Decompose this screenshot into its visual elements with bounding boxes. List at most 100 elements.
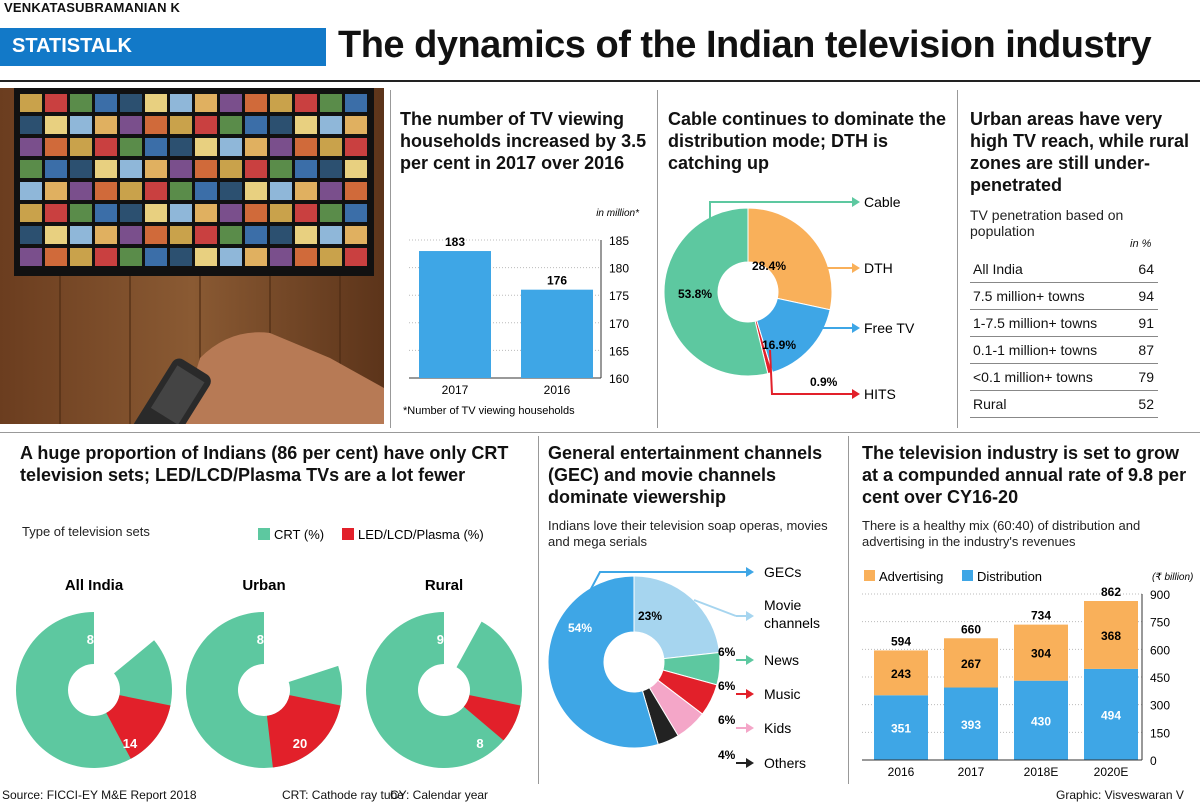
category-label: 2018E <box>1024 765 1059 779</box>
growth-chart: Advertising Distribution (₹ billion) 900 750… <box>862 569 1193 779</box>
photo-thumb <box>195 226 217 244</box>
bar-distribution <box>1084 668 1138 760</box>
photo-thumb <box>95 204 117 222</box>
photo-thumb <box>45 226 67 244</box>
slice-crt <box>186 611 342 768</box>
leader-line <box>693 599 737 617</box>
divider <box>538 436 539 784</box>
photo-thumb <box>320 226 342 244</box>
legend-swatch <box>864 570 875 581</box>
photo-thumb <box>70 248 92 266</box>
photo-thumb <box>145 204 167 222</box>
tvsets-subtitle: Type of television sets <box>22 524 150 539</box>
photo-thumb <box>70 204 92 222</box>
photo-thumb <box>195 160 217 178</box>
photo-thumb <box>45 138 67 156</box>
category-label: 2017 <box>442 383 469 397</box>
legend-label: Distribution <box>977 569 1042 584</box>
photo-thumb <box>320 204 342 222</box>
photo-thumb <box>245 226 267 244</box>
row-value: 87 <box>1138 342 1154 358</box>
photo-thumb <box>20 204 42 222</box>
photo-thumb <box>320 94 342 112</box>
distribution-chart: 53.8% 28.4% 16.9% 0.9% Cable DTH Free TV HITS <box>663 194 915 402</box>
photo-thumb <box>195 204 217 222</box>
photo-thumb <box>220 160 242 178</box>
total-label: 862 <box>1101 585 1121 599</box>
photo-thumb <box>170 204 192 222</box>
photo-thumb <box>195 182 217 200</box>
legend-label: DTH <box>864 260 893 276</box>
divider <box>0 432 1200 433</box>
photo-thumb <box>345 204 367 222</box>
photo-thumb <box>245 160 267 178</box>
photo-thumb <box>195 248 217 266</box>
photo-thumb <box>245 116 267 134</box>
tick-label: 175 <box>609 289 629 303</box>
photo-thumb <box>95 116 117 134</box>
photo-thumb <box>220 94 242 112</box>
slice-label: 28.4% <box>752 259 786 273</box>
tick-label: 170 <box>609 317 629 331</box>
photo-thumb <box>345 116 367 134</box>
penetration-unit: in % <box>1130 238 1152 250</box>
slice-free-tv <box>756 297 831 373</box>
legend-arrow-head <box>746 611 754 621</box>
households-chart: in million* 185 180 175 170 165 160 183 2017 176 2… <box>403 208 640 417</box>
leader-line <box>804 261 838 269</box>
tick-label: 150 <box>1150 726 1170 740</box>
photo-thumb <box>145 94 167 112</box>
photo-thumb <box>45 248 67 266</box>
row-category: All India <box>973 261 1023 277</box>
tick-label: 300 <box>1150 699 1170 713</box>
donut-title: Rural <box>425 577 463 594</box>
photo-thumb <box>145 160 167 178</box>
tick-label: 600 <box>1150 643 1170 657</box>
slice-label: 6% <box>718 713 736 727</box>
crt-value: 92 <box>437 632 451 647</box>
divider <box>848 436 849 784</box>
photo-thumb <box>145 248 167 266</box>
legend-label: LED/LCD/Plasma (%) <box>358 527 484 542</box>
total-label: 594 <box>891 634 911 648</box>
data-label: 393 <box>961 718 981 732</box>
slice-led <box>463 695 521 741</box>
bar-advertising <box>874 650 928 696</box>
row-value: 64 <box>1138 261 1154 277</box>
photo-thumb <box>20 116 42 134</box>
photo-thumb <box>45 182 67 200</box>
cy-note: CY: Calendar year <box>390 788 489 802</box>
led-value: 14 <box>123 736 138 751</box>
households-footnote: *Number of TV viewing households <box>403 405 575 417</box>
photo-thumb <box>170 94 192 112</box>
bar-distribution <box>1014 680 1068 760</box>
photo-thumb <box>95 226 117 244</box>
photo-thumb <box>195 94 217 112</box>
growth-unit: (₹ billion) <box>1152 572 1193 583</box>
photo-thumb <box>95 182 117 200</box>
photo-thumb <box>145 116 167 134</box>
legend-arrow-head <box>852 263 860 273</box>
photo-thumb <box>220 138 242 156</box>
photo-thumb <box>270 116 292 134</box>
graphic-credit: Graphic: Visveswaran V <box>1056 788 1184 802</box>
growth-title: The television industry is set to grow a… <box>862 443 1187 507</box>
photo-thumb <box>195 138 217 156</box>
slice-label: 23% <box>638 609 662 623</box>
legend-label: Cable <box>864 194 901 210</box>
photo-thumb <box>345 138 367 156</box>
photo-thumb <box>345 160 367 178</box>
photo-thumb <box>270 182 292 200</box>
photo-thumb <box>270 248 292 266</box>
legend-label: Kids <box>764 720 791 736</box>
photo-thumb <box>345 226 367 244</box>
data-label: 176 <box>547 274 567 288</box>
photo-thumb <box>170 226 192 244</box>
legend-arrow-head <box>852 389 860 399</box>
legend-label: Advertising <box>879 569 943 584</box>
photo-thumb <box>345 94 367 112</box>
slice-label: 6% <box>718 679 736 693</box>
table-row: 7.5 million+ towns 94 <box>970 283 1158 310</box>
slice-label: 16.9% <box>762 338 796 352</box>
penetration-table: All India 64 7.5 million+ towns 94 1-7.5 mil… <box>970 256 1158 418</box>
